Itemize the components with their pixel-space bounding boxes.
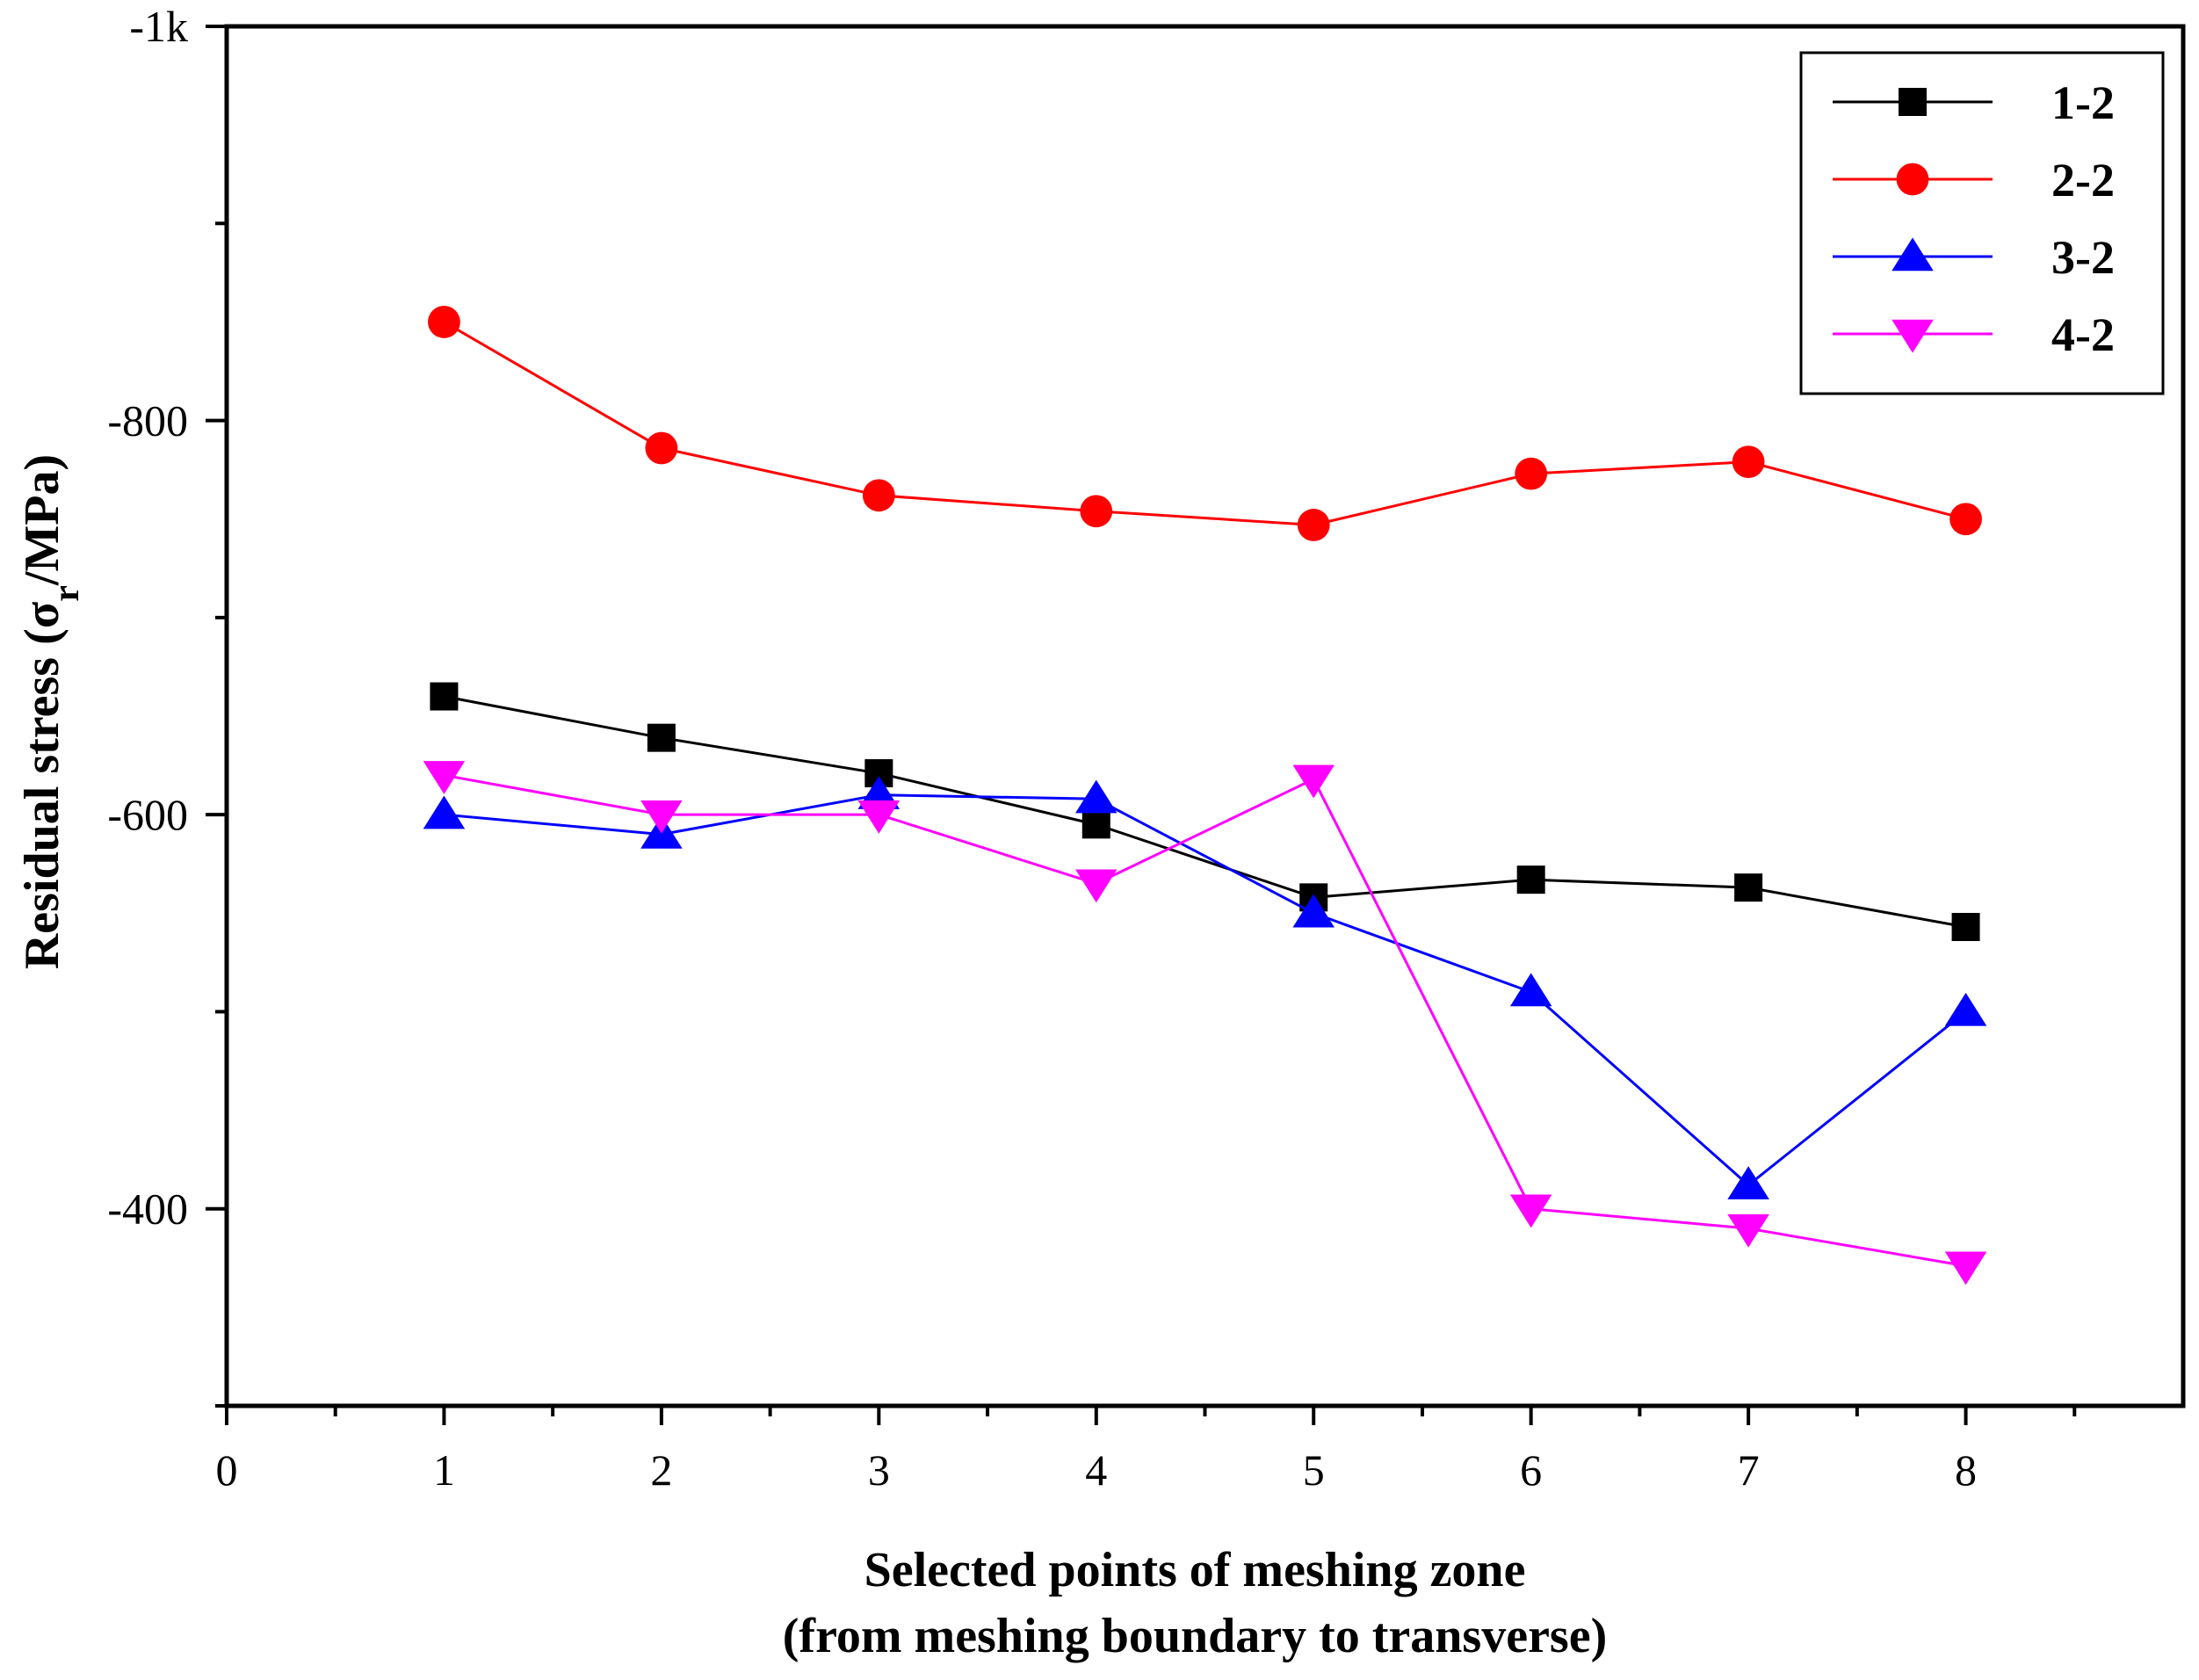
point-1-2-4 [1081,810,1110,839]
point-1-2-1 [430,682,459,711]
point-2-2-7 [1732,445,1765,479]
legend-item-3-2: 3-2 [1833,231,2115,284]
y-axis-title-suffix: /MPa) [15,454,69,586]
x-tick-label-6: 6 [1520,1445,1542,1495]
point-1-2-7 [1734,873,1763,902]
legend-marker-1-2 [1899,88,1927,116]
point-4-2-4 [1075,869,1118,903]
point-3-2-4 [1075,779,1118,814]
axis-layer: 0 1 2 3 4 5 6 7 8 -400 -600 -800 -1k [107,2,2077,1495]
point-1-2-2 [647,723,676,752]
point-4-2-3 [857,800,901,834]
series-3-2 [423,776,1987,1199]
legend-marker-4-2 [1892,319,1934,353]
point-4-2-5 [1292,764,1335,799]
point-2-2-5 [1297,509,1330,541]
x-axis-title-line-2: (from meshing boundary to transverse) [783,1609,1607,1663]
point-3-2-1 [423,795,466,829]
legend-box [1799,51,2165,395]
point-3-2-8 [1944,992,1987,1026]
x-tick-label-5: 5 [1303,1445,1325,1495]
point-4-2-1 [423,761,466,794]
y-axis-title-prefix: Residual stress (σ [15,601,69,969]
legend-label-1-2: 1-2 [2051,76,2115,129]
point-4-2-6 [1509,1194,1552,1228]
point-3-2-6 [1509,973,1552,1007]
x-tick-label-3: 3 [868,1445,890,1495]
x-tick-label-7: 7 [1738,1445,1760,1495]
legend-item-2-2: 2-2 [1833,154,2115,206]
x-tick-label-4: 4 [1085,1445,1107,1495]
point-2-2-3 [862,479,895,512]
point-3-2-7 [1727,1166,1769,1199]
series-line-2-2 [443,321,1966,526]
legend-label-3-2: 3-2 [2051,231,2115,284]
point-2-2-6 [1515,457,1548,490]
point-1-2-8 [1951,912,1980,941]
y-axis-title-subscript: r [47,585,87,602]
series-line-1-2 [444,695,1966,929]
series-4-2 [423,761,1987,1285]
y-tick-label-400: -400 [107,1184,188,1234]
point-4-2-2 [640,800,683,834]
point-4-2-8 [1944,1251,1987,1285]
series-line-3-2 [444,793,1967,1187]
x-tick-label-1: 1 [433,1445,455,1495]
y-tick-label-600: -600 [107,790,188,839]
legend-marker-3-2 [1892,237,1934,272]
legend-marker-2-2 [1896,163,1929,196]
legend-item-4-2: 4-2 [1833,308,2115,361]
x-tick-label-8: 8 [1955,1445,1977,1495]
legend-item-1-2: 1-2 [1833,76,2115,129]
legend-label-4-2: 4-2 [2051,308,2115,361]
y-tick-label-1000: -1k [129,2,188,51]
x-tick-label-2: 2 [650,1445,672,1495]
point-2-2-2 [645,431,678,465]
point-2-2-4 [1080,495,1113,528]
legend-label-2-2: 2-2 [2051,154,2115,206]
point-2-2-8 [1949,503,1982,536]
series-line-4-2 [444,773,1966,1268]
point-4-2-7 [1727,1213,1769,1248]
x-tick-label-0: 0 [216,1445,238,1495]
y-tick-label-800: -800 [107,396,188,445]
series-layer [423,306,1987,1285]
x-axis-title-line-1: Selected points of meshing zone [864,1543,1526,1597]
legend: 1-2 2-2 3-2 4-2 [1799,51,2165,395]
y-axis-title: Residual stress (σr/MPa) [15,454,87,969]
series-2-2 [428,306,1982,541]
point-3-2-5 [1292,894,1335,928]
point-1-2-6 [1516,865,1545,894]
point-2-2-1 [428,306,460,338]
